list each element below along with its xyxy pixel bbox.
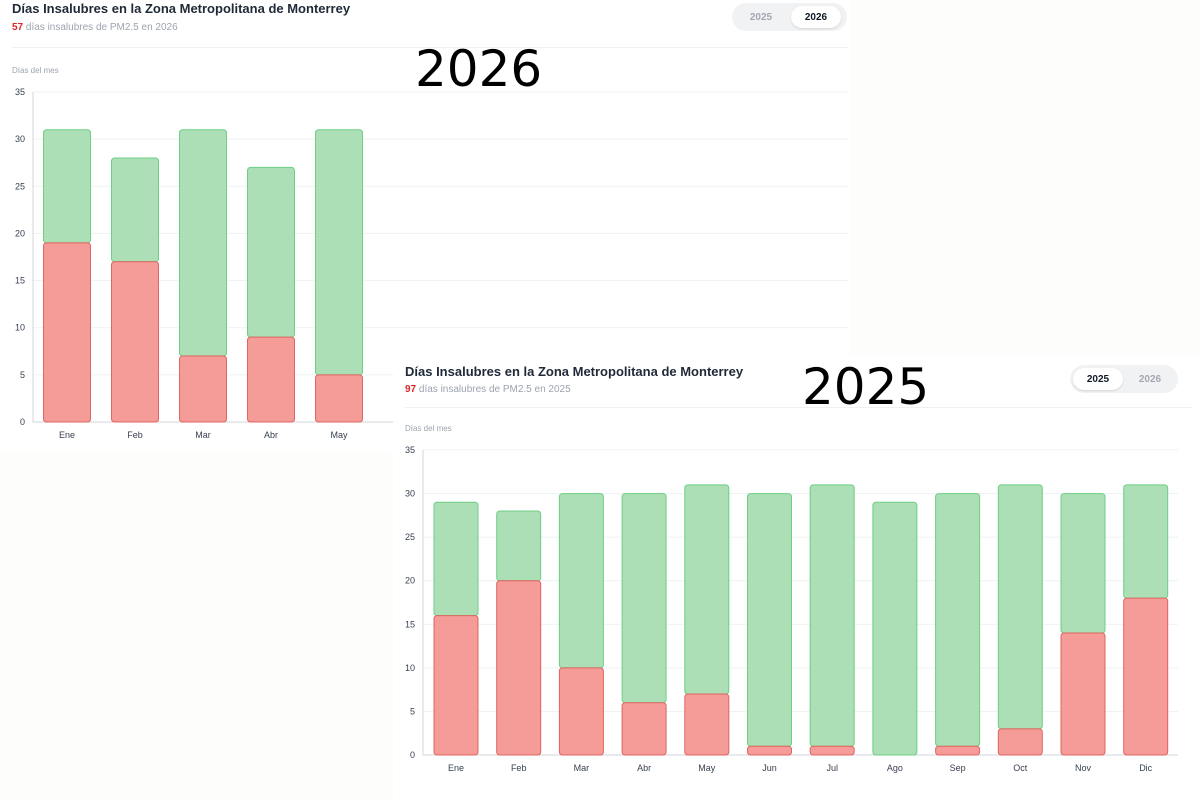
bar-healthy-Jun xyxy=(747,493,792,747)
x-tick-label: Dic xyxy=(1139,763,1152,773)
divider xyxy=(405,407,1192,408)
panel-title: Días Insalubres en la Zona Metropolitana… xyxy=(12,1,351,16)
year-toggle: 2025 2026 xyxy=(1070,365,1178,393)
y-axis-label: Días del mes xyxy=(12,66,59,75)
bar-healthy-Nov xyxy=(1060,493,1106,634)
bar-unhealthy-Mar xyxy=(558,667,604,756)
x-tick-label: May xyxy=(698,763,716,773)
bar-healthy-Abr xyxy=(247,166,295,338)
bar-unhealthy-Nov xyxy=(1060,632,1106,756)
x-tick-label: Jun xyxy=(762,763,777,773)
y-tick-label: 5 xyxy=(20,370,25,380)
y-tick-label: 20 xyxy=(405,576,415,586)
x-tick-label: Mar xyxy=(195,430,211,440)
y-tick-label: 15 xyxy=(405,619,415,629)
year-2025-button[interactable]: 2025 xyxy=(749,11,773,23)
x-tick-label: Ago xyxy=(887,763,903,773)
x-tick-label: Oct xyxy=(1013,763,1028,773)
x-tick-label: Mar xyxy=(574,763,590,773)
bar-chart-2025: 0 5 10 15 20 25 30 35 Ene Feb Mar Abr May Jun Jul Ago Se… xyxy=(405,445,1178,773)
bar-healthy-Jul xyxy=(809,484,855,747)
x-tick-label: Nov xyxy=(1075,763,1092,773)
year-2026-button[interactable]: 2026 xyxy=(791,6,841,28)
bar-unhealthy-Sep xyxy=(935,745,981,756)
bar-chart-2026: 0 5 10 15 20 25 30 35 Ene Feb Mar Abr May xyxy=(15,87,848,440)
bar-unhealthy-Ene xyxy=(433,615,479,756)
unhealthy-days-count: 57 xyxy=(12,22,24,33)
y-tick-label: 0 xyxy=(20,417,25,427)
subtitle-text: días insalubres de PM2.5 en 2026 xyxy=(23,22,178,33)
bar-healthy-Ago xyxy=(872,501,918,756)
y-tick-label: 5 xyxy=(410,706,415,716)
subtitle-text: días insalubres de PM2.5 en 2025 xyxy=(416,384,571,395)
x-tick-label: Abr xyxy=(264,430,278,440)
x-tick-label: May xyxy=(330,430,348,440)
panel-subtitle: 97 días insalubres de PM2.5 en 2025 xyxy=(405,384,571,395)
year-2026-button[interactable]: 2026 xyxy=(1138,373,1162,385)
y-tick-label: 30 xyxy=(405,489,415,499)
bar-unhealthy-Feb xyxy=(111,261,159,423)
y-tick-label: 15 xyxy=(15,276,25,286)
bar-healthy-Dic xyxy=(1123,484,1169,599)
y-tick-label: 10 xyxy=(405,663,415,673)
year-2025-button[interactable]: 2025 xyxy=(1073,368,1123,390)
bar-healthy-May xyxy=(315,129,363,376)
x-tick-label: Jul xyxy=(826,763,838,773)
x-tick-label: Ene xyxy=(59,430,75,440)
y-tick-label: 35 xyxy=(15,87,25,97)
x-tick-label: Feb xyxy=(127,430,143,440)
divider xyxy=(12,47,848,48)
bar-healthy-Mar xyxy=(558,493,604,669)
x-tick-label: Abr xyxy=(637,763,651,773)
y-axis-label: Días del mes xyxy=(405,424,452,433)
unhealthy-days-count: 97 xyxy=(405,384,417,395)
bar-healthy-Ene xyxy=(433,501,479,617)
bar-unhealthy-May xyxy=(684,693,730,756)
y-tick-label: 35 xyxy=(405,445,415,455)
year-overlay-label-2025: 2025 xyxy=(802,358,930,416)
y-tick-label: 30 xyxy=(15,134,25,144)
bar-healthy-Sep xyxy=(935,493,981,747)
year-toggle: 2025 2026 xyxy=(732,3,847,31)
bar-unhealthy-Abr xyxy=(621,702,667,756)
bar-unhealthy-Jul xyxy=(809,745,855,756)
bar-unhealthy-Dic xyxy=(1123,597,1169,756)
y-tick-label: 10 xyxy=(15,323,25,333)
year-overlay-label-2026: 2026 xyxy=(415,40,543,98)
bar-unhealthy-Ene xyxy=(43,242,91,423)
y-tick-label: 25 xyxy=(405,532,415,542)
panel-subtitle: 57 días insalubres de PM2.5 en 2026 xyxy=(12,22,178,33)
bar-unhealthy-Mar xyxy=(179,355,227,423)
bar-unhealthy-Jun xyxy=(747,745,792,756)
bar-healthy-Feb xyxy=(496,510,542,582)
y-tick-label: 25 xyxy=(15,181,25,191)
bar-unhealthy-Abr xyxy=(247,336,295,423)
bar-healthy-Mar xyxy=(179,129,227,357)
x-tick-label: Feb xyxy=(511,763,527,773)
bar-healthy-May xyxy=(684,484,730,695)
bar-healthy-Oct xyxy=(997,484,1043,730)
chart-panel-2025: Días Insalubres en la Zona Metropolitana… xyxy=(393,355,1200,800)
panel-title: Días Insalubres en la Zona Metropolitana… xyxy=(405,364,744,379)
bar-unhealthy-May xyxy=(315,374,363,423)
x-tick-label: Sep xyxy=(950,763,966,773)
bar-unhealthy-Oct xyxy=(997,728,1043,756)
bar-healthy-Ene xyxy=(43,129,91,244)
bar-unhealthy-Feb xyxy=(496,580,542,756)
y-tick-label: 20 xyxy=(15,228,25,238)
y-tick-label: 0 xyxy=(410,750,415,760)
bar-healthy-Abr xyxy=(621,493,667,704)
x-tick-label: Ene xyxy=(448,763,464,773)
bar-healthy-Feb xyxy=(111,157,159,263)
